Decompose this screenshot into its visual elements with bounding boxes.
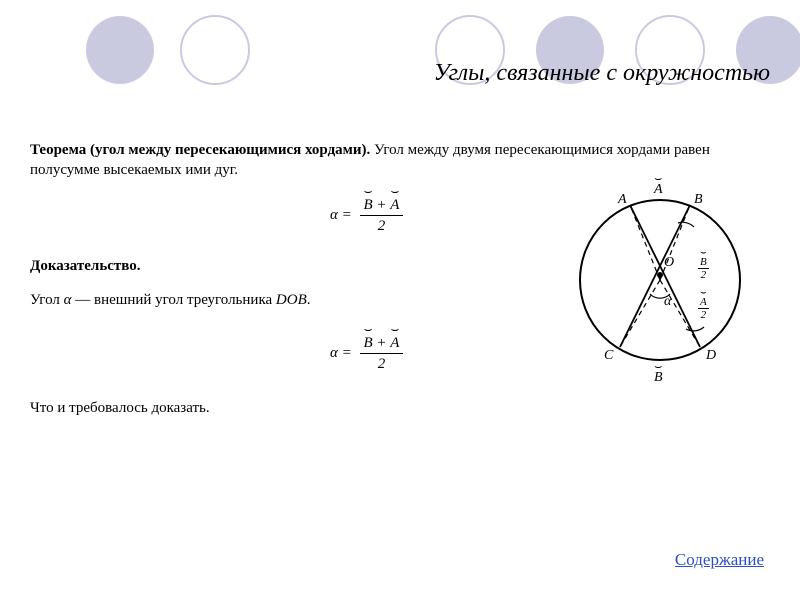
- decorative-circles: [0, 0, 800, 110]
- circle-diagram: O α A B C D A B B2 A2: [560, 170, 760, 390]
- contents-link[interactable]: Содержание: [675, 550, 764, 570]
- closing-text: Что и требовалось доказать.: [30, 398, 770, 418]
- theorem-head: Теорема (угол между пересекающимися хорд…: [30, 142, 370, 158]
- page-title: Углы, связанные с окружностью: [434, 60, 770, 87]
